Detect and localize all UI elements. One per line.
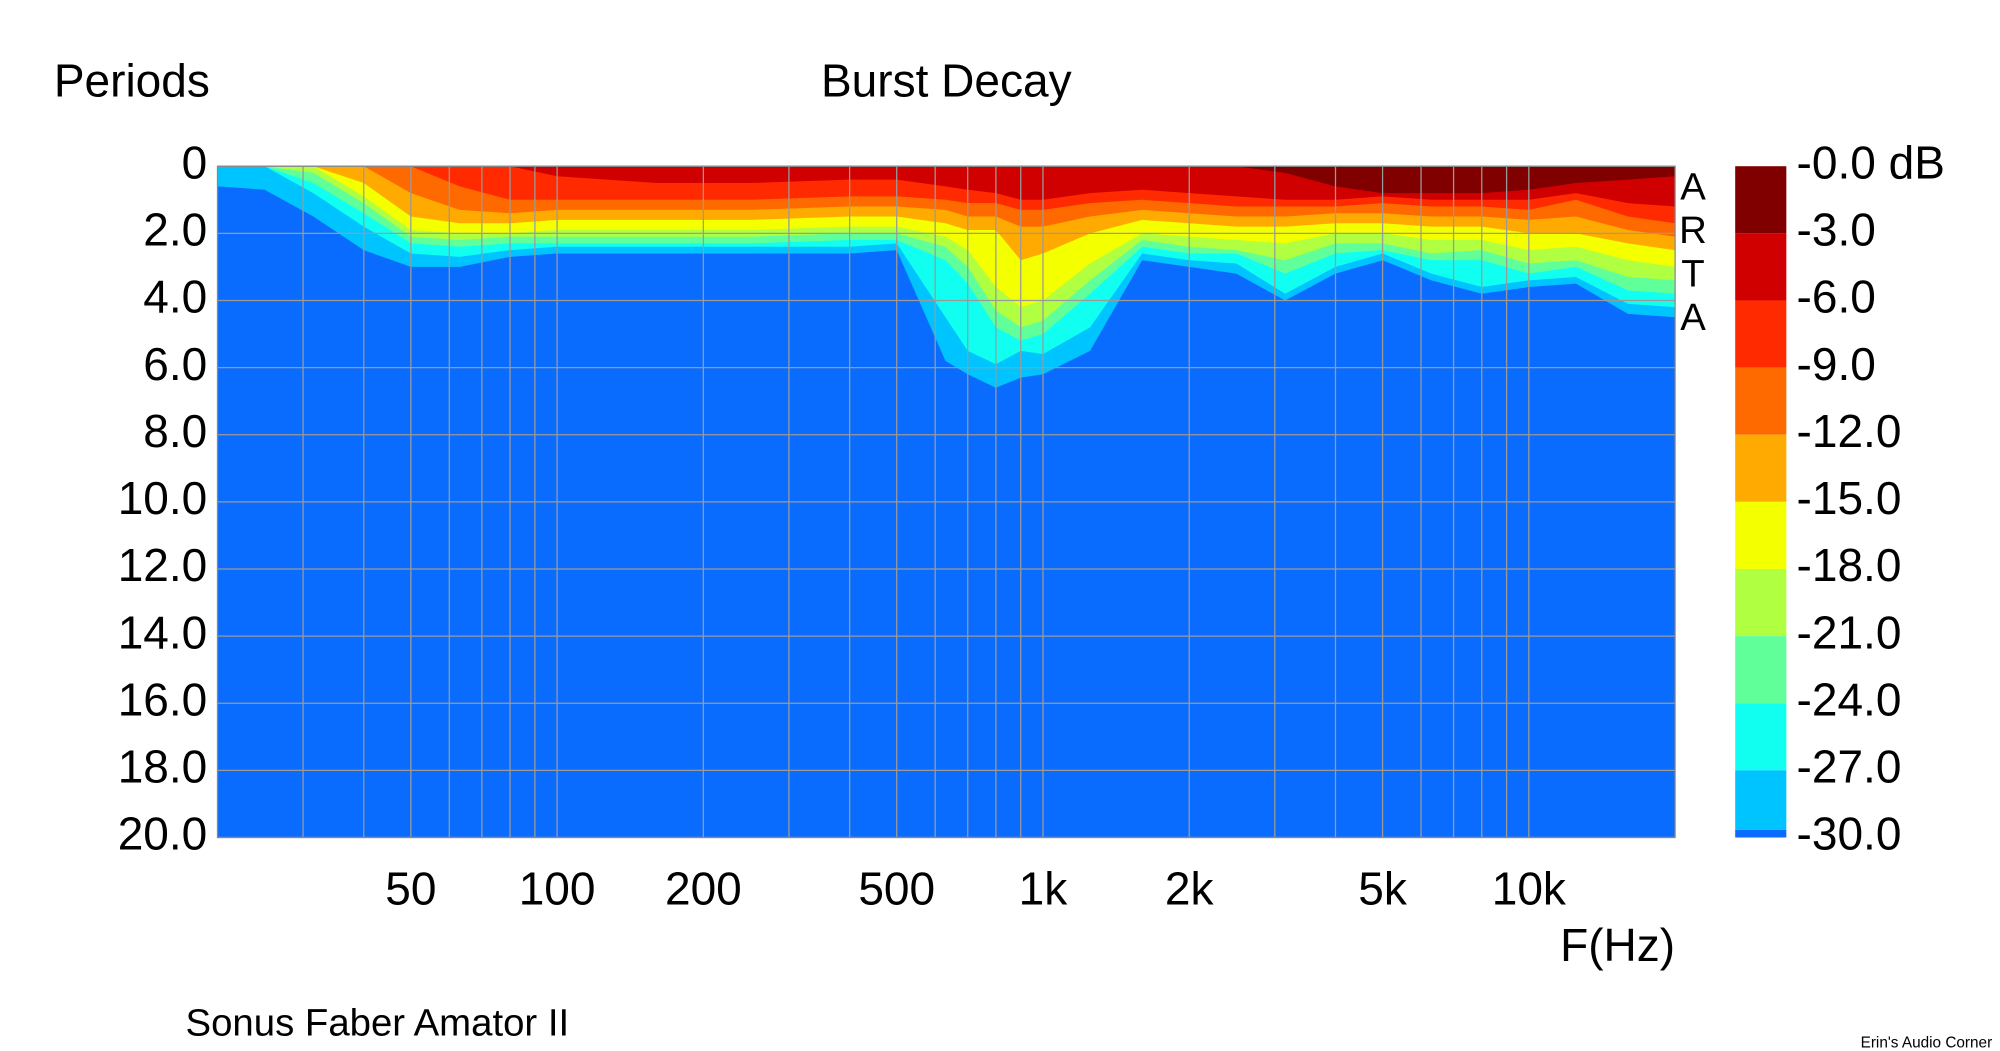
y-tick-label: 18.0 xyxy=(118,741,208,793)
colorbar-band xyxy=(1735,568,1787,637)
watermark: ARTA xyxy=(1679,166,1707,339)
colorbar-band xyxy=(1735,829,1787,838)
x-tick-label: 100 xyxy=(519,863,596,915)
x-axis-title: F(Hz) xyxy=(1560,919,1675,971)
colorbar-tick-label: -15.0 xyxy=(1797,472,1902,524)
y-tick-label: 0 xyxy=(182,136,208,188)
colorbar-tick-label: -30.0 xyxy=(1797,808,1902,860)
x-tick-label: 500 xyxy=(858,863,935,915)
colorbar-band xyxy=(1735,703,1787,771)
plot-border xyxy=(216,165,1676,839)
colorbar-tick-label: -21.0 xyxy=(1797,606,1902,658)
y-tick-label: 12.0 xyxy=(118,539,208,591)
y-tick-label: 14.0 xyxy=(118,606,208,658)
caption: Sonus Faber Amator II xyxy=(186,1002,570,1045)
y-tick-label: 8.0 xyxy=(143,405,207,457)
colorbar-band xyxy=(1735,367,1787,435)
colorbar-band xyxy=(1735,501,1787,569)
x-tick-label: 1k xyxy=(1019,863,1069,915)
y-tick-label: 2.0 xyxy=(143,203,207,255)
chart-title: Burst Decay xyxy=(821,55,1072,107)
colorbar-tick-label: -9.0 xyxy=(1797,338,1876,390)
colorbar-tick-label: -18.0 xyxy=(1797,539,1902,591)
x-tick-label: 2k xyxy=(1165,863,1215,915)
colorbar-band xyxy=(1735,636,1787,704)
colorbar-tick-label: -3.0 xyxy=(1797,203,1876,255)
x-tick-label: 50 xyxy=(385,863,436,915)
credit: Erin's Audio Corner xyxy=(1861,1034,1993,1051)
watermark-box: ARTA xyxy=(1679,166,1707,339)
x-tick-label: 5k xyxy=(1358,863,1408,915)
y-tick-label: 4.0 xyxy=(143,271,207,323)
decay-area xyxy=(217,166,1676,194)
colorbar-band xyxy=(1735,434,1787,502)
colorbar-tick-label: -12.0 xyxy=(1797,405,1902,457)
colorbar-band xyxy=(1735,770,1787,830)
colorbar-tick-label: -27.0 xyxy=(1797,741,1902,793)
colorbar-tick-label: -6.0 xyxy=(1797,271,1876,323)
x-tick-label: 10k xyxy=(1492,863,1567,915)
colorbar-band xyxy=(1735,300,1787,368)
colorbar-tick-label: -24.0 xyxy=(1797,673,1902,725)
y-tick-label: 6.0 xyxy=(143,338,207,390)
y-axis-title: Periods xyxy=(54,55,210,107)
y-tick-label: 16.0 xyxy=(118,673,208,725)
y-tick-label: 20.0 xyxy=(118,808,208,860)
colorbar-band xyxy=(1735,233,1787,301)
colorbar-band xyxy=(1735,166,1787,234)
y-tick-label: 10.0 xyxy=(118,472,208,524)
colorbar-label: -0.0 dB xyxy=(1797,136,1945,188)
x-tick-label: 200 xyxy=(665,863,742,915)
